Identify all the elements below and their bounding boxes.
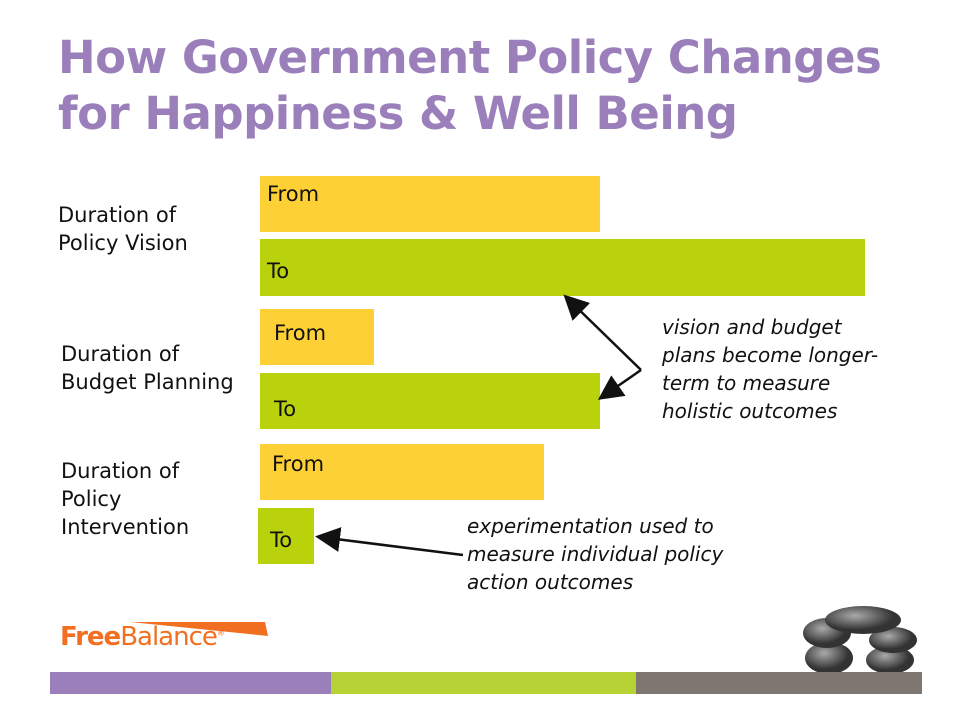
budget-to-bar: To	[260, 373, 600, 429]
label-line: Duration of	[61, 342, 180, 366]
arrow-to-intervention	[315, 527, 464, 557]
row-label-policy-intervention: Duration of Policy Intervention	[61, 457, 189, 541]
note-line: holistic outcomes	[662, 399, 838, 423]
vision-to-bar: To	[260, 239, 865, 296]
footer-strip-gray	[636, 672, 922, 694]
label-line: Policy Vision	[58, 231, 188, 255]
note-experimentation: experimentation used to measure individu…	[467, 512, 723, 596]
bar-label: From	[267, 182, 320, 206]
budget-from-bar: From	[260, 309, 374, 365]
freebalance-logo: FreeBalance®	[60, 622, 268, 652]
bar-label: To	[270, 528, 293, 552]
vision-from-bar: From	[260, 176, 600, 232]
note-line: vision and budget	[662, 315, 842, 339]
label-line: Intervention	[61, 515, 190, 539]
arrow-to-budget	[597, 368, 642, 400]
arrow-to-vision	[563, 294, 642, 371]
note-line: action outcomes	[467, 570, 634, 594]
slide-title: How Government Policy Changes for Happin…	[58, 30, 882, 142]
logo-registered: ®	[216, 628, 225, 638]
logo-text-bold: Free	[60, 622, 121, 652]
bar-label: To	[274, 397, 297, 421]
bar-label: From	[272, 452, 325, 476]
stacked-stones-icon	[803, 606, 917, 674]
row-label-budget-planning: Duration of Budget Planning	[61, 340, 234, 396]
label-line: Budget Planning	[61, 370, 234, 394]
row-label-policy-vision: Duration of Policy Vision	[58, 201, 188, 257]
footer-strip-green	[331, 672, 636, 694]
note-line: plans become longer-	[662, 343, 879, 367]
label-line: Duration of	[61, 459, 180, 483]
label-line: Policy	[61, 487, 122, 511]
bar-label: From	[274, 321, 327, 345]
note-line: measure individual policy	[467, 542, 724, 566]
title-line-2: for Happiness & Well Being	[58, 87, 738, 140]
note-line: experimentation used to	[467, 514, 714, 538]
intervention-from-bar: From	[260, 444, 544, 500]
title-line-1: How Government Policy Changes	[58, 31, 882, 84]
bar-label: To	[267, 259, 290, 283]
note-line: term to measure	[662, 371, 831, 395]
logo-swoosh-icon	[130, 622, 268, 636]
label-line: Duration of	[58, 203, 177, 227]
intervention-to-bar: To	[258, 508, 314, 564]
note-longer-term: vision and budget plans become longer- t…	[662, 313, 878, 425]
footer-strip-purple	[50, 672, 331, 694]
